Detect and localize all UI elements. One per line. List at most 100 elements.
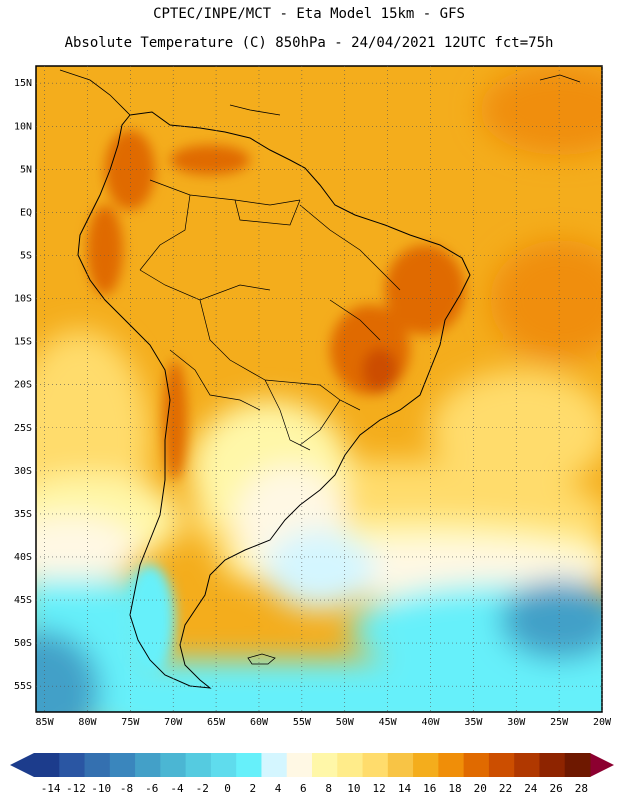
longitude-labels: 85W 80W 75W 70W 65W 60W 55W 50W 45W 40W 35W 30W 25W 2…	[36, 717, 612, 728]
map-frame	[35, 65, 603, 713]
colorbar-swatch	[387, 753, 414, 777]
latitude-label: 50S	[14, 638, 32, 649]
field-very-hot-core	[362, 348, 398, 392]
colorbar-swatch	[312, 753, 338, 777]
colorbar-label: 18	[448, 782, 461, 795]
field-cold-sw	[36, 630, 100, 712]
south-america-coastline	[77, 111, 471, 689]
colorbar-label: -14	[41, 782, 61, 795]
latitude-label: 15N	[14, 78, 32, 89]
colorbar-label: -4	[170, 782, 184, 795]
latitude-label: 35S	[14, 509, 32, 520]
field-pale-cyan	[265, 530, 375, 610]
latitude-label: 40S	[14, 552, 32, 563]
colorbar-label: 0	[224, 782, 231, 795]
temperature-field	[36, 66, 602, 712]
falklands-outline	[247, 653, 276, 665]
latitude-label: 15S	[14, 337, 32, 348]
longitude-label: 70W	[164, 717, 183, 728]
colorbar-swatch	[539, 753, 566, 777]
colorbar-swatch	[185, 753, 212, 777]
colorbar-label: 6	[300, 782, 307, 795]
colorbar-label: 10	[347, 782, 360, 795]
latitude-label: 10S	[14, 294, 32, 305]
colorbar-swatch	[210, 753, 237, 777]
map-title-line2: Absolute Temperature (C) 850hPa - 24/04/…	[64, 35, 554, 51]
colorbar-label: 2	[250, 782, 257, 795]
colorbar-swatch	[59, 753, 86, 777]
latitude-label: 20S	[14, 380, 32, 391]
colorbar-label: 22	[499, 782, 512, 795]
colorbar-swatch	[84, 753, 111, 777]
field-hot-north	[105, 130, 155, 210]
colorbar-swatch	[337, 753, 364, 777]
colorbar-label: 8	[325, 782, 332, 795]
colorbar-swatch	[413, 753, 439, 777]
field-hot-andes-south	[163, 360, 187, 480]
longitude-label: 50W	[336, 717, 355, 728]
colorbar-swatch	[261, 753, 288, 777]
colorbar-high-arrow	[590, 753, 614, 777]
colorbar-label: -8	[120, 782, 133, 795]
colorbar-label: -10	[91, 782, 111, 795]
field-hot-ne-brazil	[385, 245, 465, 335]
colorbar-label: 12	[373, 782, 386, 795]
colorbar-label: 26	[549, 782, 562, 795]
colorbar-swatch	[34, 753, 60, 777]
colorbar-swatch	[160, 753, 187, 777]
longitude-label: 40W	[421, 717, 440, 728]
longitude-label: 35W	[464, 717, 483, 728]
colorbar-swatch	[438, 753, 465, 777]
field-cream-pacific	[36, 515, 140, 585]
colorbar-label: -2	[196, 782, 209, 795]
latitude-label: 45S	[14, 595, 32, 606]
longitude-label: 20W	[593, 717, 612, 728]
colorbar-label: 28	[575, 782, 588, 795]
latitude-labels: 15N 10N 5N EQ 5S 10S 15S 20S 25S 30S 35S 40S 45S 50S 5…	[14, 78, 32, 692]
colorbar-swatch	[109, 753, 136, 777]
latitude-label: 5N	[20, 164, 32, 175]
field-cold-se	[500, 580, 602, 660]
latitude-label: 55S	[14, 681, 32, 692]
longitude-label: 75W	[121, 717, 140, 728]
longitude-label: 80W	[78, 717, 97, 728]
field-hot-andes	[87, 205, 123, 295]
colorbar: -14 -12 -10 -8 -6 -4 -2 0 2 4 6 8 10 12 14 16 18 20 22 24 26…	[10, 753, 614, 795]
colorbar-swatch	[564, 753, 591, 777]
colorbar-label: -12	[66, 782, 86, 795]
colorbar-label: 16	[423, 782, 436, 795]
latitude-label: 25S	[14, 423, 32, 434]
longitude-label: 30W	[507, 717, 526, 728]
field-hot-venezuela	[170, 145, 250, 175]
colorbar-label: 14	[398, 782, 412, 795]
colorbar-swatch	[488, 753, 515, 777]
colorbar-low-arrow	[10, 753, 34, 777]
latitude-label: 5S	[20, 250, 32, 261]
colorbar-label: -6	[145, 782, 158, 795]
longitude-label: 25W	[550, 717, 569, 728]
colorbar-label: 20	[474, 782, 487, 795]
latitude-label: 30S	[14, 466, 32, 477]
map-title-line1: CPTEC/INPE/MCT - Eta Model 15km - GFS	[153, 6, 465, 22]
latitude-label: 10N	[14, 121, 32, 132]
field-cyan-patagonia	[125, 565, 175, 675]
caribbean-coast	[59, 69, 581, 116]
colorbar-swatch	[463, 753, 490, 777]
colorbar-label: 24	[524, 782, 538, 795]
field-ocean-hot-ne	[480, 66, 602, 155]
longitude-label: 65W	[207, 717, 226, 728]
colorbar-swatch	[236, 753, 262, 777]
colorbar-swatch	[514, 753, 540, 777]
colorbar-swatch	[362, 753, 389, 777]
longitude-label: 85W	[36, 717, 55, 728]
longitude-label: 55W	[293, 717, 312, 728]
longitude-label: 60W	[250, 717, 269, 728]
field-ocean-hot-e	[490, 240, 602, 360]
colorbar-swatch	[286, 753, 313, 777]
longitude-label: 45W	[379, 717, 398, 728]
latitude-label: EQ	[20, 207, 32, 218]
colorbar-label: 4	[275, 782, 282, 795]
country-borders	[139, 179, 401, 451]
colorbar-swatch	[135, 753, 161, 777]
